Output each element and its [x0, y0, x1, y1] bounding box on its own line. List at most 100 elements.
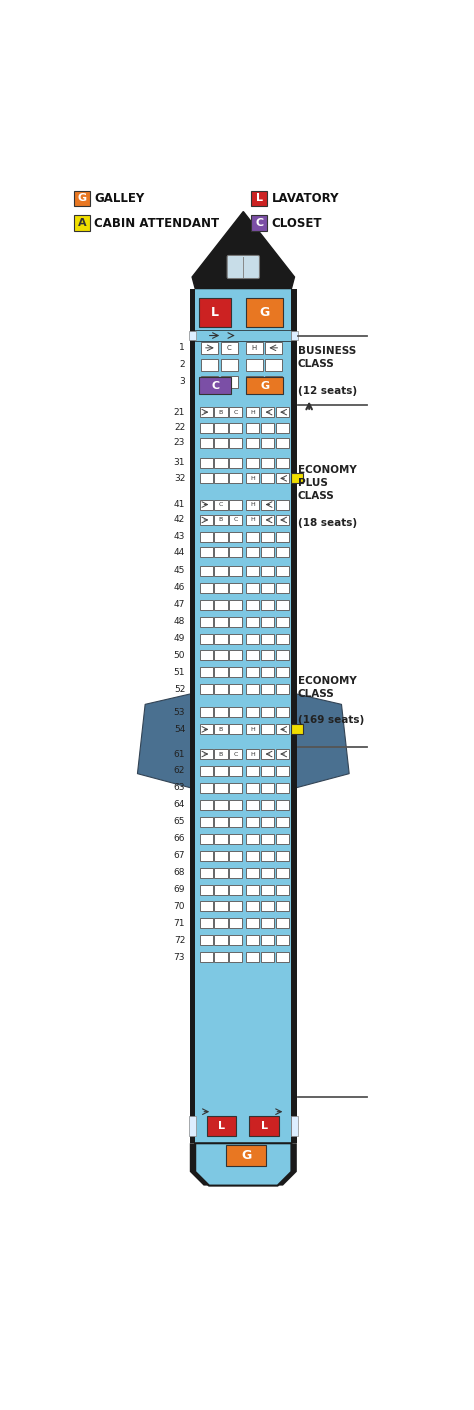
Bar: [265, 375, 282, 388]
Text: 66: 66: [173, 835, 185, 843]
Bar: [276, 749, 289, 759]
Bar: [229, 667, 242, 677]
Text: C: C: [227, 345, 231, 351]
Bar: [200, 423, 213, 433]
Bar: [246, 816, 259, 826]
Bar: [246, 439, 259, 448]
Text: 65: 65: [173, 818, 185, 826]
Text: G: G: [260, 381, 269, 391]
Text: G: G: [260, 306, 270, 319]
Bar: [214, 407, 228, 417]
Text: 69: 69: [173, 885, 185, 894]
Bar: [276, 565, 289, 575]
Bar: [246, 684, 259, 694]
Bar: [276, 708, 289, 718]
Text: 2: 2: [180, 361, 185, 369]
Bar: [246, 633, 259, 643]
Bar: [265, 358, 282, 371]
Bar: [214, 565, 228, 575]
Bar: [276, 439, 289, 448]
Bar: [246, 298, 283, 327]
Bar: [200, 439, 213, 448]
Bar: [246, 918, 259, 928]
Bar: [200, 833, 213, 843]
Bar: [246, 423, 259, 433]
Text: BUSINESS
CLASS

(12 seats): BUSINESS CLASS (12 seats): [298, 345, 357, 396]
Bar: [261, 952, 274, 962]
Bar: [214, 616, 228, 626]
Text: H: H: [252, 345, 257, 351]
Bar: [246, 458, 259, 468]
Bar: [251, 190, 267, 206]
Bar: [229, 582, 242, 592]
Bar: [261, 935, 274, 945]
Text: C: C: [255, 219, 263, 228]
Text: 47: 47: [174, 601, 185, 609]
Text: 42: 42: [174, 516, 185, 525]
Bar: [246, 725, 259, 735]
Bar: [200, 565, 213, 575]
Bar: [276, 833, 289, 843]
Bar: [214, 547, 228, 557]
Bar: [261, 708, 274, 718]
Bar: [261, 532, 274, 541]
Bar: [261, 667, 274, 677]
Bar: [261, 439, 274, 448]
Bar: [229, 547, 242, 557]
Bar: [276, 816, 289, 826]
Bar: [200, 867, 213, 877]
Bar: [276, 474, 289, 484]
Text: 68: 68: [173, 869, 185, 877]
Bar: [200, 850, 213, 860]
Bar: [246, 850, 259, 860]
Bar: [261, 616, 274, 626]
Bar: [200, 458, 213, 468]
Bar: [229, 935, 242, 945]
Bar: [246, 616, 259, 626]
Bar: [214, 667, 228, 677]
Bar: [276, 901, 289, 911]
Text: G: G: [77, 193, 87, 203]
Text: CABIN ATTENDANT: CABIN ATTENDANT: [94, 217, 219, 230]
Bar: [261, 799, 274, 809]
Text: H: H: [251, 502, 255, 508]
Bar: [200, 708, 213, 718]
Bar: [229, 474, 242, 484]
Bar: [229, 884, 242, 894]
Bar: [292, 289, 297, 1144]
Bar: [200, 532, 213, 541]
Bar: [200, 650, 213, 660]
Text: B: B: [219, 728, 223, 732]
Bar: [207, 1115, 236, 1135]
Bar: [261, 633, 274, 643]
Bar: [229, 850, 242, 860]
Bar: [229, 867, 242, 877]
Bar: [276, 799, 289, 809]
Text: H: H: [251, 475, 255, 481]
Bar: [214, 532, 228, 541]
Text: ECONOMY
CLASS

(169 seats): ECONOMY CLASS (169 seats): [298, 675, 364, 725]
Bar: [246, 884, 259, 894]
Bar: [261, 766, 274, 776]
Bar: [246, 901, 259, 911]
Bar: [276, 515, 289, 525]
Bar: [189, 1115, 196, 1135]
Bar: [246, 341, 263, 354]
Bar: [246, 799, 259, 809]
Text: L: L: [211, 306, 219, 319]
Polygon shape: [190, 1144, 209, 1186]
Bar: [199, 298, 231, 327]
Bar: [246, 582, 259, 592]
Bar: [246, 376, 283, 393]
Bar: [229, 918, 242, 928]
Polygon shape: [137, 692, 195, 790]
Text: 67: 67: [173, 852, 185, 860]
Text: C: C: [219, 502, 223, 508]
Bar: [214, 499, 228, 509]
Bar: [229, 816, 242, 826]
Bar: [276, 458, 289, 468]
Text: H: H: [251, 752, 255, 757]
Text: 71: 71: [173, 919, 185, 928]
Bar: [229, 499, 242, 509]
Bar: [214, 708, 228, 718]
